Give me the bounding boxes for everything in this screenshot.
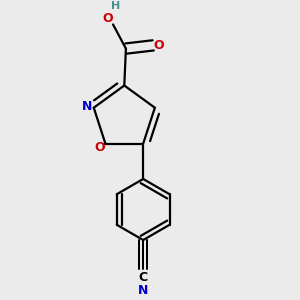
Text: O: O <box>94 141 105 154</box>
Text: C: C <box>139 271 148 284</box>
Text: N: N <box>138 284 148 297</box>
Text: O: O <box>103 12 113 25</box>
Text: O: O <box>153 39 164 52</box>
Text: H: H <box>111 1 120 11</box>
Text: N: N <box>82 100 92 113</box>
